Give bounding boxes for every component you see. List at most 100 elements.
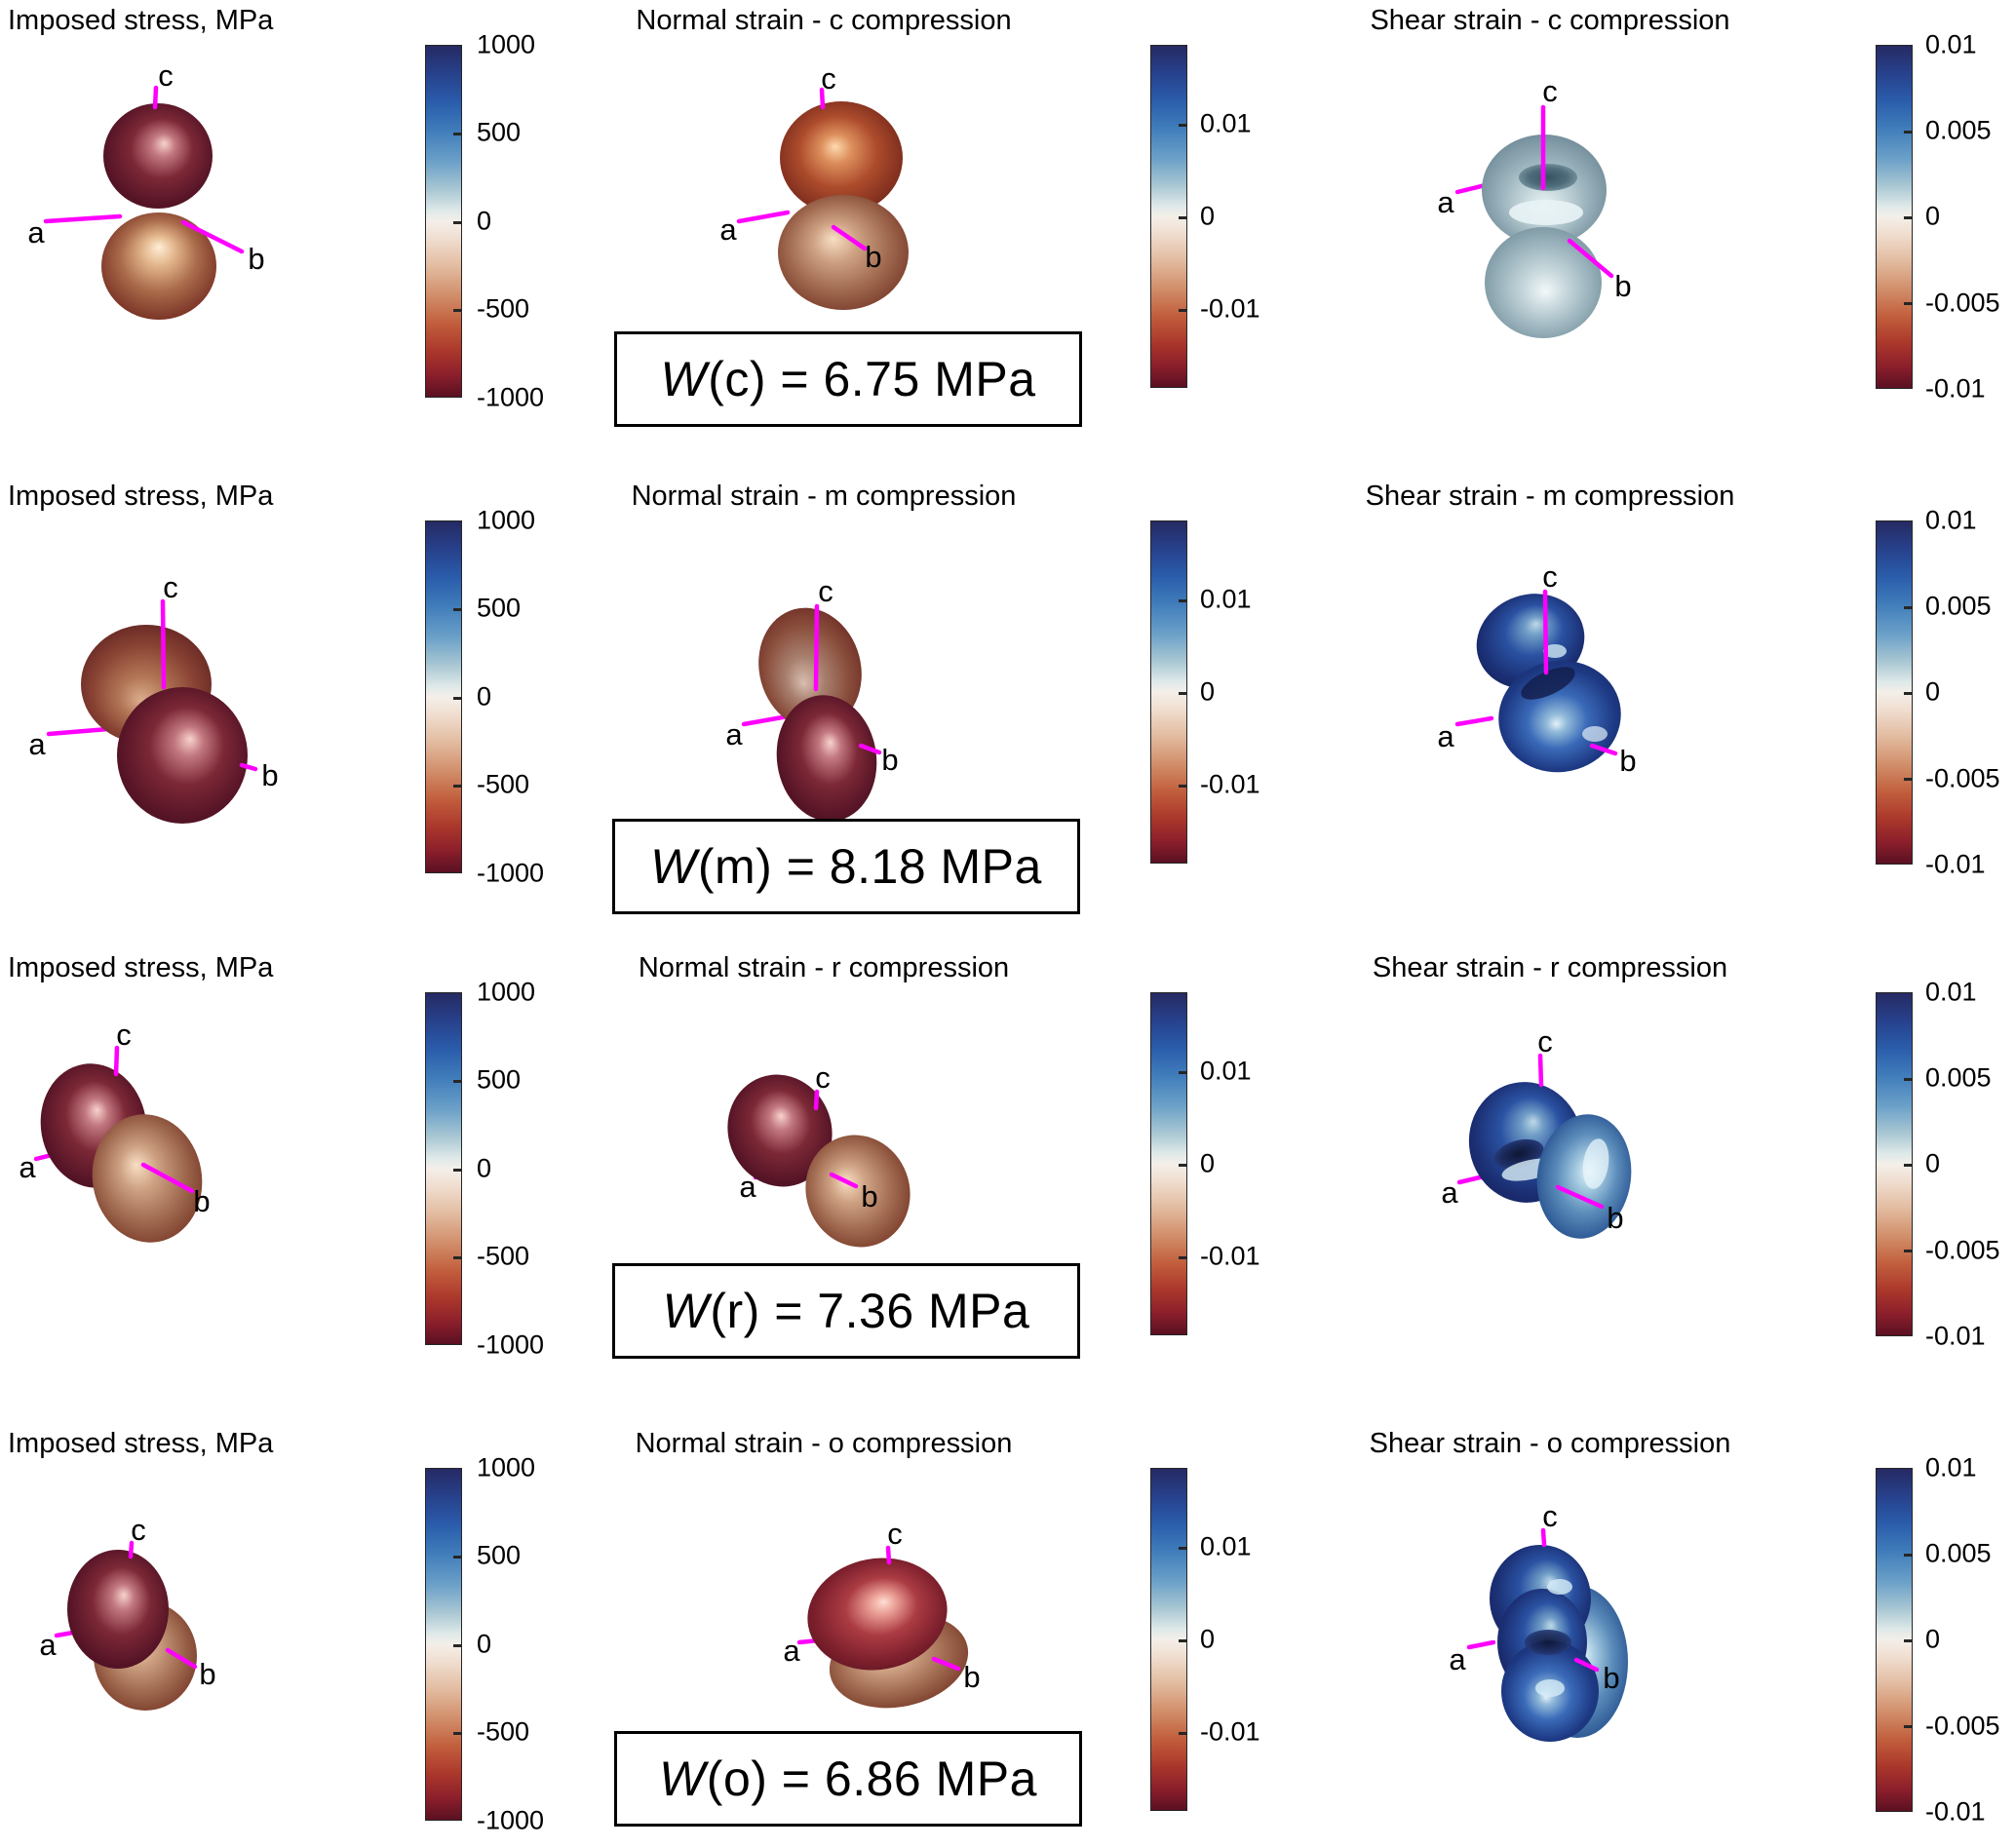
colorbar-tick-label: 0.005 xyxy=(1925,1062,1992,1093)
axis-line-b xyxy=(165,1647,198,1670)
work-symbol: W xyxy=(662,1284,710,1338)
axis-label-c: c xyxy=(1542,74,1558,108)
axis-line-a xyxy=(736,210,791,224)
work-value: (o) = 6.86 MPa xyxy=(706,1752,1037,1806)
colorbar-tick-label: 0 xyxy=(1925,676,1941,707)
torus-dimple xyxy=(1519,164,1577,191)
axis-line-a xyxy=(1466,1639,1496,1650)
colorbar-tick-label: 0.01 xyxy=(1925,29,1977,59)
shear-strain-glyph-m-3d: c a b xyxy=(1437,559,1636,778)
colorbar-tick-label: -0.01 xyxy=(1200,1716,1260,1747)
axis-label-b: b xyxy=(865,240,881,274)
axis-line-b xyxy=(1555,1184,1605,1210)
panel-title-shear-o: Shear strain - o compression xyxy=(1369,1428,1731,1459)
axis-label-b: b xyxy=(199,1657,215,1691)
panel-title-stress-m: Imposed stress, MPa xyxy=(8,481,274,512)
shear-strain-glyph-c-3d: c a b xyxy=(1437,74,1632,338)
axis-line-b xyxy=(239,762,258,772)
axis-label-c: c xyxy=(815,1060,831,1095)
colorbar-tick-label: 1000 xyxy=(477,1452,536,1482)
axis-line-a xyxy=(741,713,791,727)
colorbar-tick-label: 1000 xyxy=(477,505,536,535)
work-symbol: W xyxy=(659,1752,706,1806)
colorbar-tick-label: -0.01 xyxy=(1925,373,1986,404)
shear-strain-glyph-r-3d: c a b xyxy=(1441,1024,1632,1239)
colorbar-stress-r xyxy=(425,992,462,1345)
axis-label-a: a xyxy=(19,1150,36,1184)
axis-label-c: c xyxy=(116,1018,132,1052)
lobe-lower xyxy=(117,687,248,824)
work-density-box-m: W (m) = 8.18 MPa xyxy=(612,819,1080,914)
axis-line-c xyxy=(813,603,820,692)
specular-highlight xyxy=(1582,726,1608,742)
axis-line-b xyxy=(1589,743,1618,756)
colorbar-normal-r xyxy=(1150,992,1187,1335)
specular-highlight xyxy=(1547,1579,1572,1595)
specular-highlight xyxy=(1582,1138,1609,1189)
specular-highlight xyxy=(1535,1679,1565,1697)
axis-label-a: a xyxy=(719,212,737,247)
axis-label-b: b xyxy=(963,1660,980,1694)
colorbar-tick-label: -0.01 xyxy=(1925,1321,1986,1351)
axis-line-c xyxy=(1540,1527,1547,1548)
axis-line-c xyxy=(128,1540,135,1559)
lobe-bottom xyxy=(1485,227,1602,338)
colorbar-tick-label: 0.01 xyxy=(1925,977,1977,1007)
normal-strain-glyph-c-3d: c a b xyxy=(719,61,909,310)
shear-strain-glyph-o-3d: c a b xyxy=(1449,1499,1628,1742)
colorbar-tick-label: 0.005 xyxy=(1925,1538,1992,1568)
colorbar-tick-label: 500 xyxy=(477,1540,522,1570)
row-c: Imposed stress, MPa c a b 1000 500 0 -50… xyxy=(0,0,2015,476)
axis-line-b xyxy=(831,224,868,251)
colorbar-stress-m xyxy=(425,520,462,873)
axis-label-a: a xyxy=(1449,1642,1466,1676)
panel-title-shear-r: Shear strain - r compression xyxy=(1372,952,1728,983)
colorbar-tick-label: 0 xyxy=(1200,201,1216,231)
colorbar-tick-label: -500 xyxy=(477,1241,530,1271)
colorbar-normal-o xyxy=(1150,1468,1187,1811)
lobe-left xyxy=(727,1074,833,1187)
colorbar-tick-label: 0 xyxy=(1200,676,1216,707)
work-value: (c) = 6.75 MPa xyxy=(708,352,1036,406)
axis-label-c: c xyxy=(821,61,836,96)
colorbar-tick-label: 0.01 xyxy=(1200,1056,1252,1086)
work-density-box-c: W (c) = 6.75 MPa xyxy=(614,331,1082,427)
colorbar-tick-label: 1000 xyxy=(477,977,536,1007)
stress-glyph-m-3d: c a b xyxy=(28,570,279,824)
axis-line-c xyxy=(1537,1053,1544,1088)
colorbar-tick-label: -0.005 xyxy=(1925,763,2000,793)
colorbar-tick-label: 0 xyxy=(1200,1148,1216,1178)
panel-title-shear-c: Shear strain - c compression xyxy=(1370,5,1730,36)
panel-title-normal-c: Normal strain - c compression xyxy=(636,5,1012,36)
colorbar-tick-label: -0.005 xyxy=(1925,288,2000,318)
colorbar-tick-label: -500 xyxy=(477,769,530,799)
axis-line-b xyxy=(180,219,245,254)
axis-label-a: a xyxy=(1437,185,1454,219)
row-r: Imposed stress, MPa c a b 1000 500 0 -50… xyxy=(0,947,2015,1423)
lobe-bottom xyxy=(101,212,216,320)
work-density-box-r: W (r) = 7.36 MPa xyxy=(612,1263,1080,1359)
panel-title-stress-r: Imposed stress, MPa xyxy=(8,952,274,983)
axis-label-b: b xyxy=(1619,744,1636,778)
colorbar-shear-c xyxy=(1876,45,1913,389)
colorbar-tick-label: -1000 xyxy=(477,382,545,412)
colorbar-tick-label: 500 xyxy=(477,117,522,147)
axis-label-b: b xyxy=(1603,1661,1619,1695)
normal-strain-glyph-r-3d: c a b xyxy=(727,1060,911,1248)
colorbar-stress-c xyxy=(425,45,462,398)
axis-label-c: c xyxy=(131,1513,146,1547)
crease-shadow xyxy=(1521,667,1575,700)
colorbar-normal-m xyxy=(1150,520,1187,864)
axis-label-c: c xyxy=(1542,1499,1558,1533)
colorbar-tick-label: 0 xyxy=(1925,1624,1941,1654)
torus-highlight xyxy=(1509,200,1583,225)
colorbar-tick-label: -500 xyxy=(477,293,530,324)
colorbar-tick-label: 0.005 xyxy=(1925,115,1992,145)
colorbar-tick-label: 0.01 xyxy=(1200,1531,1252,1561)
colorbar-shear-r xyxy=(1876,992,1913,1336)
axis-line-c xyxy=(160,598,167,690)
colorbar-tick-label: 0.005 xyxy=(1925,591,1992,621)
colorbar-tick-label: -500 xyxy=(477,1716,530,1747)
axis-line-c xyxy=(113,1045,120,1077)
colorbar-tick-label: 0 xyxy=(1200,1624,1216,1654)
